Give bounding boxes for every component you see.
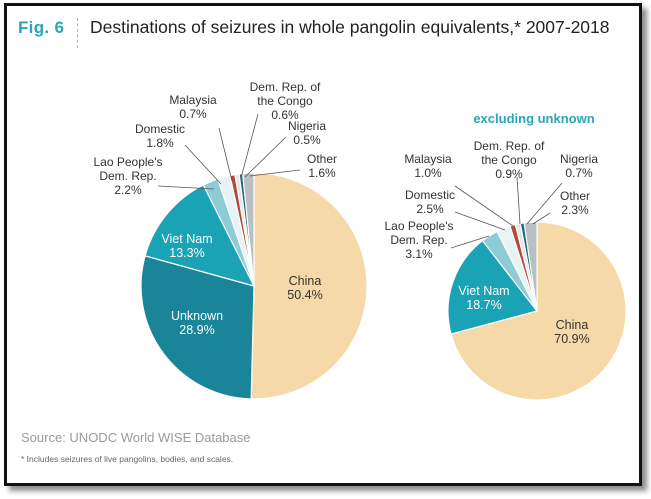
all-leader-nigeria [244,136,287,178]
all-label-viet_nam: Viet Nam 13.3% [161,232,212,260]
excl-label-other: Other 2.3% [560,189,590,217]
excl-chart-subtitle: excluding unknown [473,111,594,126]
excl-label-china: China 70.9% [554,318,589,346]
all-label-malaysia: Malaysia 0.7% [169,93,217,121]
excl-label-domestic: Domestic 2.5% [405,188,455,216]
figure-title: Destinations of seizures in whole pangol… [90,17,610,37]
excl-slice-other [523,221,538,312]
figure-number: Fig. 6 [18,18,65,37]
all-label-nigeria: Nigeria 0.5% [288,119,326,147]
excl-label-lao: Lao People's Dem. Rep. 3.1% [384,219,453,261]
excl-label-congo: Dem. Rep. of the Congo 0.9% [474,139,545,181]
excl-leader-nigeria [526,182,563,225]
all-label-congo: Dem. Rep. of the Congo 0.6% [250,80,321,122]
all-leader-other [249,169,301,177]
excl-leader-other [532,212,551,225]
excl-label-malaysia: Malaysia 1.0% [404,152,452,180]
excl-label-viet_nam: Viet Nam 18.7% [458,284,509,312]
all-label-domestic: Domestic 1.8% [135,122,185,150]
all-label-china: China 50.4% [287,274,322,302]
all-leader-malaysia [218,127,233,182]
all-slice-china [250,172,368,400]
excl-label-nigeria: Nigeria 0.7% [560,152,598,180]
title-divider [77,18,78,48]
all-slice-viet_nam [144,184,256,287]
excl-leader-malaysia [454,185,514,227]
excl-slice-china [450,221,627,401]
source-note: Source: UNODC World WISE Database [21,430,251,445]
footnote: * Includes seizures of live pangolins, b… [21,454,234,464]
all-label-other: Other 1.6% [307,152,337,180]
all-leader-domestic [184,144,222,185]
all-slice-other [242,172,255,287]
excl-slice-viet_nam [447,239,539,335]
excl-leader-lao [450,235,490,249]
all-slice-unknown [140,255,255,400]
all-leader-lao [157,185,215,190]
excl-leader-congo [516,176,521,225]
all-label-unknown: Unknown 28.9% [171,309,223,337]
all-label-lao: Lao People's Dem. Rep. 2.2% [93,155,162,197]
excl-leader-domestic [454,211,506,231]
all-leader-congo [240,113,259,179]
